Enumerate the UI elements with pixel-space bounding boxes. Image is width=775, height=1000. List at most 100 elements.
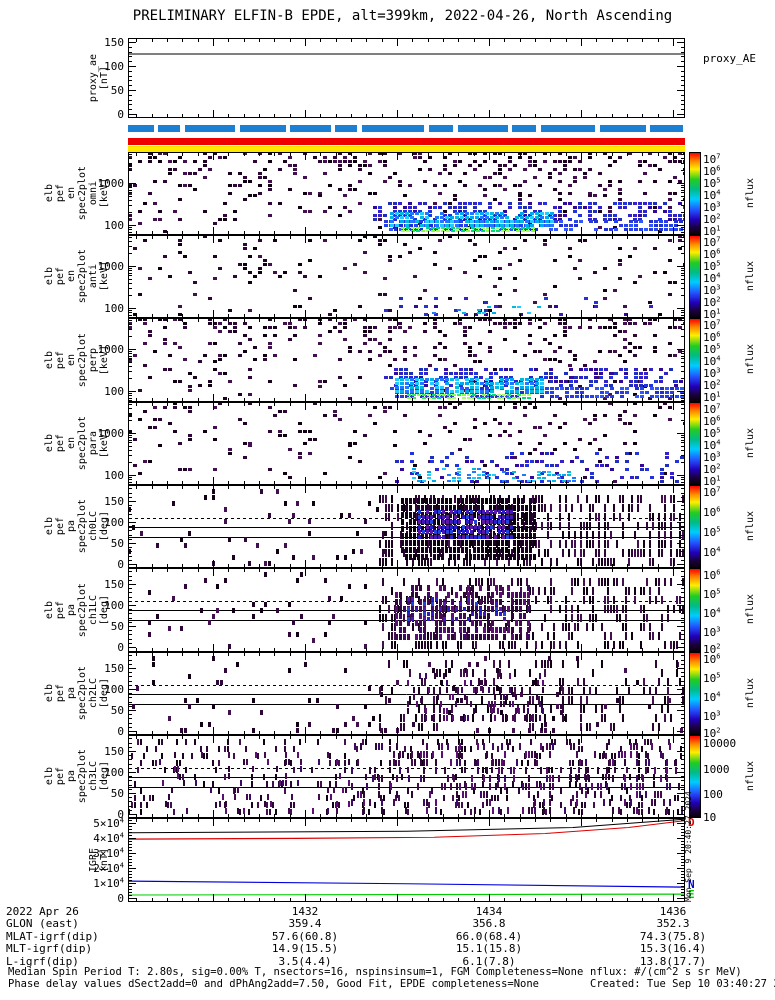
colorbar-tick-label: 10 — [703, 811, 717, 824]
y-axis-label-elb_pef_en_spec2plot_omni: elb pef en spec2plot omni [keV] — [40, 152, 110, 235]
science-zone-segment — [599, 125, 646, 132]
axis-row-value: 1436 — [659, 905, 687, 918]
y-axis-label-elb_pef_en_spec2plot_anti: elb pef en spec2plot anti [keV] — [40, 235, 110, 318]
y-axis-word: pa — [66, 520, 77, 533]
colorbar-tick-label: 102 — [703, 295, 721, 309]
proxy-ae-right-label: proxy_AE — [703, 52, 756, 65]
y-tick-label: 150 — [104, 36, 124, 49]
y-tick-label: 1×104 — [93, 876, 124, 890]
colorbar-tick-label: 107 — [703, 318, 721, 332]
colorbar-tick-label: 104 — [703, 271, 721, 285]
axis-row-label: GLON (east) — [6, 917, 79, 931]
igrf-component-letter-e: E — [688, 888, 695, 902]
y-tick-label: 100 — [104, 219, 124, 232]
y-axis-word: IGRF — [88, 847, 99, 873]
y-axis-word: [nT] — [99, 65, 110, 91]
y-axis-word: pef — [55, 184, 66, 203]
y-axis-word: [keV] — [99, 344, 110, 376]
y-axis-word: spec2plot — [77, 499, 88, 554]
science-zone-segment — [428, 125, 454, 132]
y-tick-label: 0 — [117, 892, 124, 905]
y-tick-label: 50 — [110, 704, 124, 717]
colorbar-elb_pef_pa_spec2plot_ch3LC — [689, 735, 701, 818]
y-tick-label: 50 — [110, 537, 124, 550]
colorbar-elb_pef_en_spec2plot_omni — [689, 152, 701, 235]
y-axis-word: [deg] — [99, 511, 110, 542]
y-axis-word: pef — [55, 517, 66, 536]
y-tick-label: 3×104 — [93, 846, 124, 860]
panel-canvas-elb_pef_pa_spec2plot_ch2LC — [128, 652, 685, 735]
y-axis-label-elb_pef_pa_spec2plot_ch1LC: elb pef pa spec2plot ch1LC [deg] — [40, 568, 110, 652]
y-tick-label: 5×104 — [93, 816, 124, 830]
axis-row-label: MLAT-igrf(dip) — [6, 929, 99, 943]
y-axis-label-igrf: IGRF [nT] — [40, 818, 110, 902]
panel-canvas-elb_pef_en_spec2plot_anti — [128, 235, 685, 318]
y-axis-word: spec2plot — [77, 666, 88, 721]
y-axis-word: elb — [44, 267, 55, 286]
y-tick-label: 100 — [104, 516, 124, 529]
y-axis-word: elb — [44, 600, 55, 620]
colorbar-tick-label: 106 — [703, 330, 721, 344]
y-axis-word: pef — [55, 684, 66, 703]
colorbar-elb_pef_en_spec2plot_perp — [689, 318, 701, 402]
y-axis-label-elb_pef_en_spec2plot_perp: elb pef en spec2plot perp [keV] — [40, 318, 110, 402]
colorbar-tick-label: 105 — [703, 426, 721, 440]
colorbar-tick-label: 104 — [703, 438, 721, 452]
y-tick-label: 1000 — [97, 260, 125, 273]
y-axis-word: pa — [66, 770, 77, 783]
epd-red-bar — [128, 138, 685, 145]
colorbar-axis-label: nflux — [745, 177, 756, 208]
colorbar-elb_pef_pa_spec2plot_ch2LC — [689, 652, 701, 735]
y-axis-word: pef — [55, 434, 66, 453]
panel-canvas-elb_pef_en_spec2plot_para — [128, 402, 685, 485]
colorbar-tick-label: 104 — [703, 188, 721, 202]
colorbar-tick-label: 105 — [703, 587, 721, 601]
y-axis-word: [deg] — [99, 761, 110, 792]
y-tick-label: 150 — [104, 578, 124, 591]
plot-title: PRELIMINARY ELFIN-B EPDE, alt=399km, 202… — [132, 8, 673, 24]
y-axis-label-proxy_ae: proxy_ae [nT] — [40, 38, 110, 118]
axis-row-label: 2022 Apr 26 — [6, 905, 79, 918]
science-zone-segment — [239, 125, 286, 132]
panel-canvas-elb_pef_pa_spec2plot_ch1LC — [128, 568, 685, 652]
y-axis-word: en — [66, 353, 77, 367]
axis-row-value: 57.6(60.8) — [271, 929, 339, 943]
y-axis-word: elb — [44, 350, 55, 370]
y-axis-word: [deg] — [99, 594, 110, 626]
colorbar-tick-label: 106 — [703, 652, 721, 666]
colorbar-tick-label: 101 — [703, 474, 721, 488]
y-axis-word: elb — [44, 184, 55, 203]
y-tick-label: 0 — [117, 808, 124, 821]
y-tick-label: 150 — [104, 495, 124, 508]
y-axis-word: spec2plot — [77, 166, 88, 221]
science-zone-segment — [128, 125, 154, 132]
y-axis-word: omni — [88, 181, 99, 206]
y-axis-word: spec2plot — [77, 416, 88, 471]
axis-row-label: L-igrf(dip) — [6, 954, 79, 968]
y-axis-word: [nT] — [99, 847, 110, 873]
y-axis-word: spec2plot — [77, 332, 88, 388]
y-tick-label: 0 — [117, 725, 124, 738]
colorbar-tick-label: 104 — [703, 606, 721, 620]
y-axis-word: pa — [66, 603, 77, 617]
science-zone-segment — [361, 125, 425, 132]
colorbar-tick-label: 107 — [703, 402, 721, 416]
colorbar-tick-label: 106 — [703, 568, 721, 582]
panel-canvas-igrf — [128, 818, 685, 902]
colorbar-tick-label: 105 — [703, 671, 721, 685]
y-axis-word: spec2plot — [77, 249, 88, 304]
y-axis-word: pef — [55, 350, 66, 370]
y-tick-label: 100 — [104, 385, 124, 398]
y-tick-label: 1000 — [97, 427, 125, 440]
y-axis-word: spec2plot — [77, 582, 88, 638]
colorbar-elb_pef_pa_spec2plot_ch0LC — [689, 485, 701, 568]
footer-spin-period-line: Median Spin Period T: 2.80s, sig=0.00% T… — [8, 966, 584, 978]
footer-created-timestamp: Created: Tue Sep 10 03:40:27 2024 — [590, 978, 775, 990]
science-zone-segment — [457, 125, 508, 132]
panel-canvas-elb_pef_en_spec2plot_omni — [128, 152, 685, 235]
colorbar-tick-label: 106 — [703, 414, 721, 428]
panel-canvas-proxy_ae — [128, 38, 685, 118]
colorbar-axis-label: nflux — [745, 593, 756, 625]
y-axis-word: ch3LC — [88, 761, 99, 792]
colorbar-tick-label: 104 — [703, 690, 721, 704]
